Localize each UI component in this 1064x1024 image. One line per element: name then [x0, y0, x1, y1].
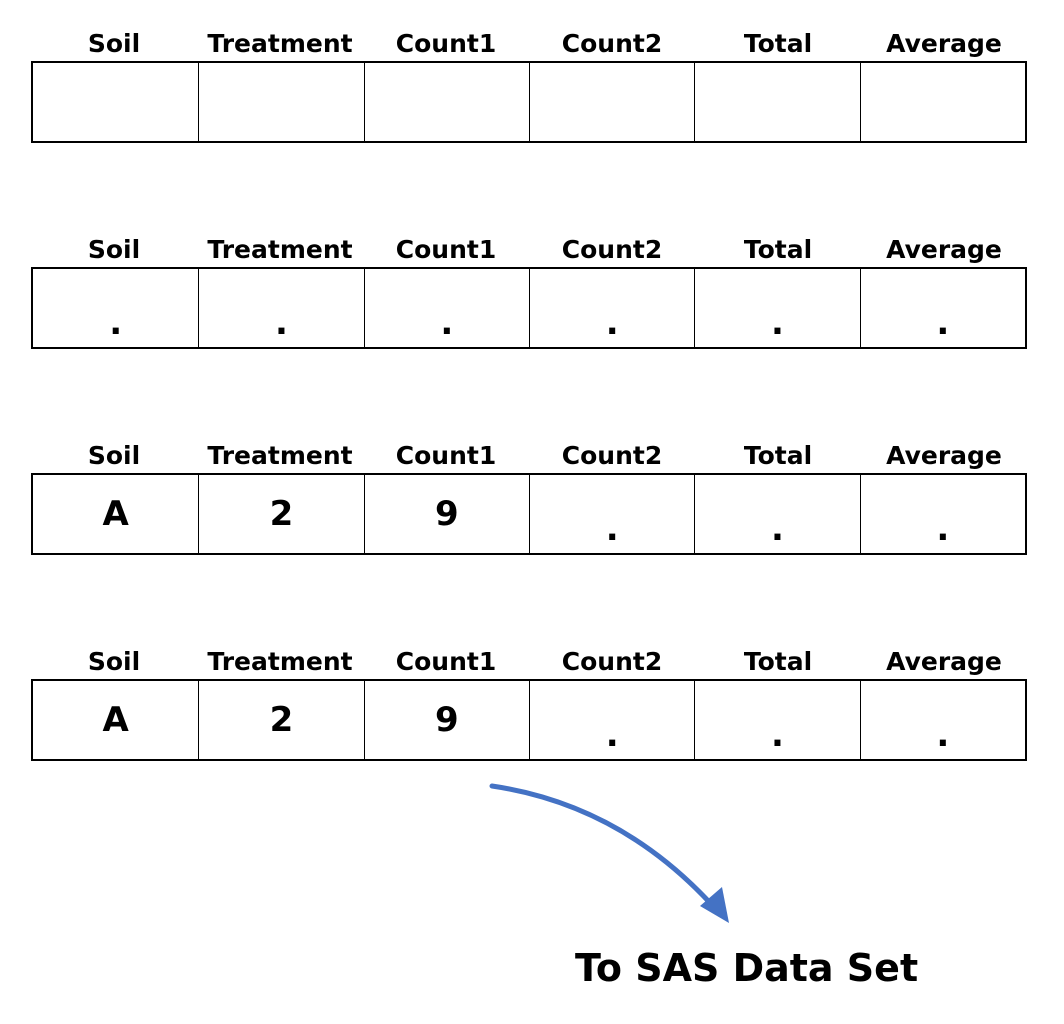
missing-value: . — [936, 509, 950, 549]
missing-value: . — [936, 715, 950, 755]
value-row: A 2 9 . . . — [31, 679, 1027, 761]
value-treatment: . — [198, 269, 363, 347]
header-row: Soil Treatment Count1 Count2 Total Avera… — [31, 437, 1027, 473]
header-treatment: Treatment — [207, 441, 353, 470]
pdv-table-2: Soil Treatment Count1 Count2 Total Avera… — [31, 231, 1027, 349]
value-total: . — [694, 681, 859, 759]
pdv-table-4: Soil Treatment Count1 Count2 Total Avera… — [31, 643, 1027, 761]
pdv-table-3: Soil Treatment Count1 Count2 Total Avera… — [31, 437, 1027, 555]
value-row: . . . . . . — [31, 267, 1027, 349]
value-count2 — [528, 63, 694, 141]
header-average: Average — [886, 29, 1002, 58]
missing-value: . — [109, 303, 123, 343]
value-count2: . — [528, 681, 694, 759]
value-average — [859, 63, 1025, 141]
caption: To SAS Data Set — [575, 946, 919, 990]
value-count2: . — [528, 269, 694, 347]
arrow-shaft — [489, 783, 715, 908]
value-average: . — [859, 681, 1025, 759]
header-treatment: Treatment — [207, 235, 353, 264]
header-count2: Count2 — [561, 647, 663, 676]
missing-value: . — [771, 509, 784, 549]
value-total: . — [694, 475, 859, 553]
value-count2: . — [528, 475, 694, 553]
value-total: . — [694, 269, 859, 347]
header-average: Average — [886, 235, 1002, 264]
value-count1: . — [363, 269, 529, 347]
header-soil: Soil — [87, 441, 141, 470]
header-treatment: Treatment — [207, 647, 353, 676]
header-row: Soil Treatment Count1 Count2 Total Avera… — [31, 25, 1027, 61]
header-count2: Count2 — [561, 29, 663, 58]
missing-value: . — [936, 303, 950, 343]
header-total: Total — [743, 235, 813, 264]
missing-value: . — [771, 303, 784, 343]
value-treatment — [198, 63, 363, 141]
header-count1: Count1 — [395, 441, 497, 470]
value-row: A 2 9 . . . — [31, 473, 1027, 555]
header-count2: Count2 — [561, 441, 663, 470]
value-total — [694, 63, 859, 141]
pdv-table-1: Soil Treatment Count1 Count2 Total Avera… — [31, 25, 1027, 143]
value-soil: A — [102, 494, 129, 534]
header-soil: Soil — [87, 29, 141, 58]
value-soil: A — [102, 700, 129, 740]
missing-value: . — [440, 303, 454, 343]
value-count1: 9 — [363, 475, 529, 553]
header-soil: Soil — [87, 647, 141, 676]
header-total: Total — [743, 441, 813, 470]
missing-value: . — [771, 715, 784, 755]
header-count2: Count2 — [561, 235, 663, 264]
value-soil: . — [33, 269, 198, 347]
header-row: Soil Treatment Count1 Count2 Total Avera… — [31, 643, 1027, 679]
missing-value: . — [605, 303, 619, 343]
header-count1: Count1 — [395, 235, 497, 264]
missing-value: . — [605, 715, 619, 755]
value-treatment: 2 — [198, 475, 363, 553]
header-row: Soil Treatment Count1 Count2 Total Avera… — [31, 231, 1027, 267]
value-average: . — [859, 475, 1025, 553]
value-row — [31, 61, 1027, 143]
value-count1: 9 — [363, 681, 529, 759]
value-treatment: 2 — [198, 681, 363, 759]
arrowhead — [700, 887, 729, 923]
value-count1 — [363, 63, 529, 141]
missing-value: . — [275, 303, 288, 343]
header-count1: Count1 — [395, 29, 497, 58]
value-average: . — [859, 269, 1025, 347]
header-average: Average — [886, 441, 1002, 470]
header-average: Average — [886, 647, 1002, 676]
header-total: Total — [743, 29, 813, 58]
missing-value: . — [605, 509, 619, 549]
header-treatment: Treatment — [207, 29, 353, 58]
header-total: Total — [743, 647, 813, 676]
header-soil: Soil — [87, 235, 141, 264]
header-count1: Count1 — [395, 647, 497, 676]
